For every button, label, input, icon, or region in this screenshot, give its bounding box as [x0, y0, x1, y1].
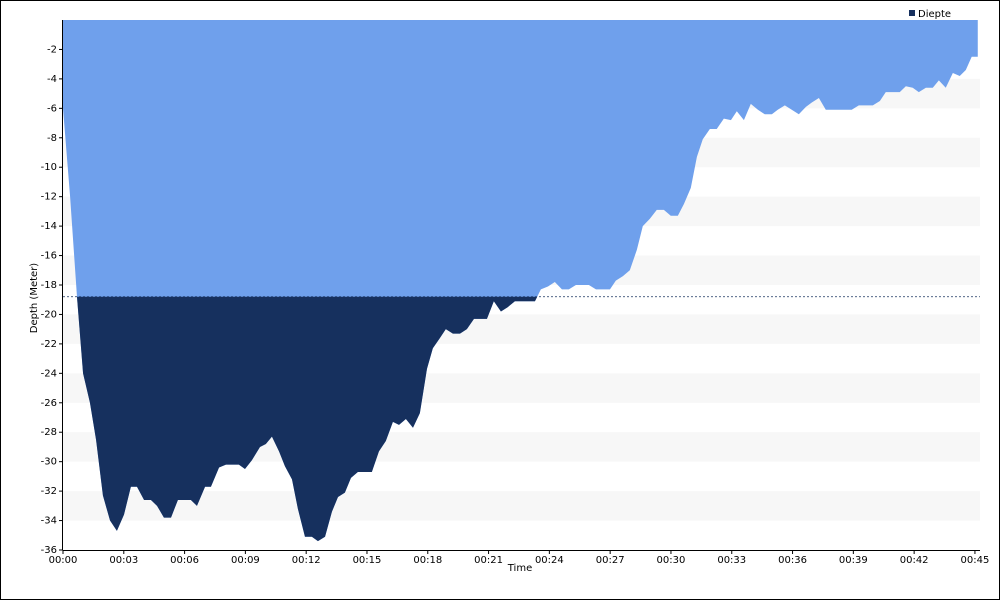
x-tick-label: 00:45: [961, 555, 990, 566]
x-tick-label: 00:27: [596, 555, 625, 566]
y-tick-label: -10: [41, 162, 57, 173]
y-tick-label: -20: [41, 309, 57, 320]
x-tick-label: 00:03: [109, 555, 138, 566]
y-tick-label: -18: [41, 280, 57, 291]
y-tick-label: -24: [41, 368, 57, 379]
x-tick-label: 00:36: [778, 555, 807, 566]
x-tick-label: 00:12: [292, 555, 321, 566]
y-tick-label: -12: [41, 192, 57, 203]
y-tick-label: -22: [41, 339, 57, 350]
x-tick-label: 00:39: [839, 555, 868, 566]
y-tick-label: -30: [41, 457, 57, 468]
x-tick-label: 00:18: [413, 555, 442, 566]
y-axis-label: Depth (Meter): [29, 263, 40, 334]
y-tick-label: -26: [41, 398, 57, 409]
y-tick-label: -32: [41, 486, 57, 497]
legend-swatch: [909, 10, 915, 16]
y-tick-label: -16: [41, 251, 57, 262]
x-tick-label: 00:06: [170, 555, 199, 566]
x-tick-label: 00:30: [657, 555, 686, 566]
y-tick-label: -8: [47, 133, 57, 144]
y-tick-label: -2: [47, 44, 57, 55]
x-axis-label: Time: [507, 563, 532, 574]
legend-label: Diepte: [918, 9, 951, 20]
y-tick-label: -34: [41, 516, 57, 527]
x-tick-label: 00:42: [900, 555, 929, 566]
y-tick-label: -4: [47, 74, 57, 85]
x-tick-label: 00:33: [717, 555, 746, 566]
y-tick-label: -6: [47, 103, 57, 114]
y-tick-label: -14: [41, 221, 57, 232]
x-tick-label: 00:00: [49, 555, 78, 566]
grid-band: [63, 491, 980, 521]
y-tick-label: -36: [41, 545, 57, 556]
x-tick-label: 00:21: [474, 555, 503, 566]
x-tick-label: 00:09: [231, 555, 260, 566]
x-tick-label: 00:15: [353, 555, 382, 566]
y-tick-label: -28: [41, 427, 57, 438]
x-tick-label: 00:24: [535, 555, 564, 566]
